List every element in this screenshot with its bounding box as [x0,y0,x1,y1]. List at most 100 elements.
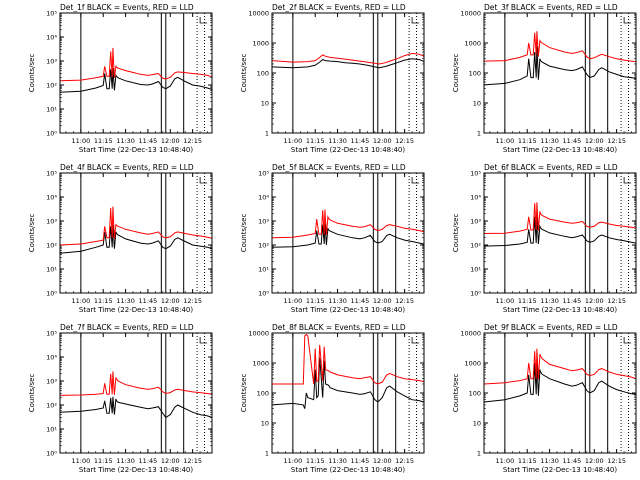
y-tick-label: 10³ [46,218,57,226]
y-tick-label: 10 [261,100,269,108]
y-tick-label: 10⁵ [46,10,57,18]
chart-panel-6: Det_6f BLACK = Events, RED = LLD Counts/s… [452,163,637,314]
plot-frame [59,172,213,294]
y-tick-label: 1 [265,130,269,138]
y-tick-label: 10⁵ [470,170,481,178]
corner-bracket-glyph [411,17,420,24]
plot-frame [271,172,425,294]
y-tick-label: 1000 [252,40,269,48]
y-tick-label: 1000 [252,360,269,368]
chart-title: Det_9f BLACK = Events, RED = LLD [484,323,618,332]
x-tick-label: 12:00 [161,457,180,465]
x-tick-label: 11:45 [139,457,158,465]
y-axis-label: Counts/sec [28,214,36,253]
y-axis-label: Counts/sec [240,54,248,93]
chart-panel-1: Det_1f BLACK = Events, RED = LLD Counts/s… [28,3,213,154]
y-axis-label: Counts/sec [28,54,36,93]
x-tick-label: 11:15 [306,297,325,305]
chart-title: Det_4f BLACK = Events, RED = LLD [60,163,194,172]
plot-frame [271,12,425,134]
series-lld-line [271,209,425,239]
series-events-line [271,58,425,69]
y-tick-label: 10² [46,82,57,90]
x-tick-label: 11:15 [518,137,537,145]
chart-title: Det_7f BLACK = Events, RED = LLD [60,323,194,332]
chart-panel-4: Det_4f BLACK = Events, RED = LLD Counts/s… [28,163,213,314]
chart-title: Det_1f BLACK = Events, RED = LLD [60,3,194,12]
y-tick-label: 10⁰ [258,290,269,298]
series-events-line [483,214,637,247]
y-tick-label: 100 [469,70,481,78]
y-tick-label: 10000 [248,330,269,338]
y-tick-label: 10⁰ [470,290,481,298]
series-lld-line [272,333,425,385]
x-axis-label: Start Time (22-Dec-13 10:48:40) [79,466,193,474]
y-axis-label: Counts/sec [452,214,460,253]
x-tick-label: 11:30 [116,137,135,145]
x-tick-label: 11:30 [116,297,135,305]
x-tick-label: 11:45 [563,457,582,465]
corner-bracket-glyph [623,177,632,184]
y-tick-label: 10³ [470,218,481,226]
x-tick-label: 11:45 [351,137,370,145]
corner-bracket-glyph [411,337,420,344]
x-tick-label: 11:45 [139,137,158,145]
plot-frame [483,332,637,454]
x-tick-label: 12:00 [373,137,392,145]
series-events-line [483,45,637,86]
x-tick-label: 12:15 [183,297,202,305]
series-events-line [59,68,213,93]
x-tick-label: 11:15 [94,457,113,465]
chart-title: Det_5f BLACK = Events, RED = LLD [272,163,406,172]
x-tick-label: 11:30 [540,457,559,465]
x-tick-label: 12:15 [395,297,414,305]
x-axis-label: Start Time (22-Dec-13 10:48:40) [79,306,193,314]
series-lld-line [483,202,637,234]
series-lld-line [483,31,637,63]
y-tick-label: 10 [261,420,269,428]
chart-panel-2: Det_2f BLACK = Events, RED = LLD Counts/s… [240,3,425,154]
y-tick-label: 10000 [460,10,481,18]
chart-panel-5: Det_5f BLACK = Events, RED = LLD Counts/s… [240,163,425,314]
y-tick-label: 10¹ [46,426,57,434]
y-axis-label: Counts/sec [240,374,248,413]
y-tick-label: 10⁰ [46,290,57,298]
x-tick-label: 11:30 [328,137,347,145]
y-tick-label: 10⁰ [46,450,57,458]
y-tick-label: 1000 [464,360,481,368]
y-tick-label: 10² [46,402,57,410]
plot-frame [59,332,213,454]
plot-frame [271,332,425,454]
x-tick-label: 12:00 [161,137,180,145]
x-axis-label: Start Time (22-Dec-13 10:48:40) [503,306,617,314]
series-events-line [271,357,425,409]
x-tick-label: 12:00 [585,457,604,465]
x-tick-label: 12:00 [161,297,180,305]
y-tick-label: 10 [473,420,481,428]
y-axis-label: Counts/sec [452,374,460,413]
x-tick-label: 11:00 [283,457,302,465]
y-tick-label: 10⁴ [46,34,57,42]
x-tick-label: 12:00 [373,297,392,305]
corner-bracket-glyph [623,337,632,344]
x-tick-label: 11:45 [563,297,582,305]
corner-bracket-glyph [199,337,208,344]
y-tick-label: 10² [470,242,481,250]
y-tick-label: 10¹ [258,266,269,274]
corner-bracket-glyph [199,17,208,24]
series-events-line [271,223,425,248]
y-tick-label: 10⁴ [258,194,269,202]
x-tick-label: 12:00 [373,457,392,465]
x-axis-label: Start Time (22-Dec-13 10:48:40) [503,146,617,154]
y-axis-label: Counts/sec [28,374,36,413]
series-events-line [483,360,637,403]
x-tick-label: 11:30 [328,297,347,305]
y-tick-label: 10 [473,100,481,108]
y-tick-label: 100 [257,70,269,78]
x-tick-label: 11:00 [283,297,302,305]
x-tick-label: 12:15 [395,457,414,465]
x-axis-label: Start Time (22-Dec-13 10:48:40) [291,466,405,474]
x-tick-label: 11:00 [495,137,514,145]
x-tick-label: 11:30 [540,137,559,145]
